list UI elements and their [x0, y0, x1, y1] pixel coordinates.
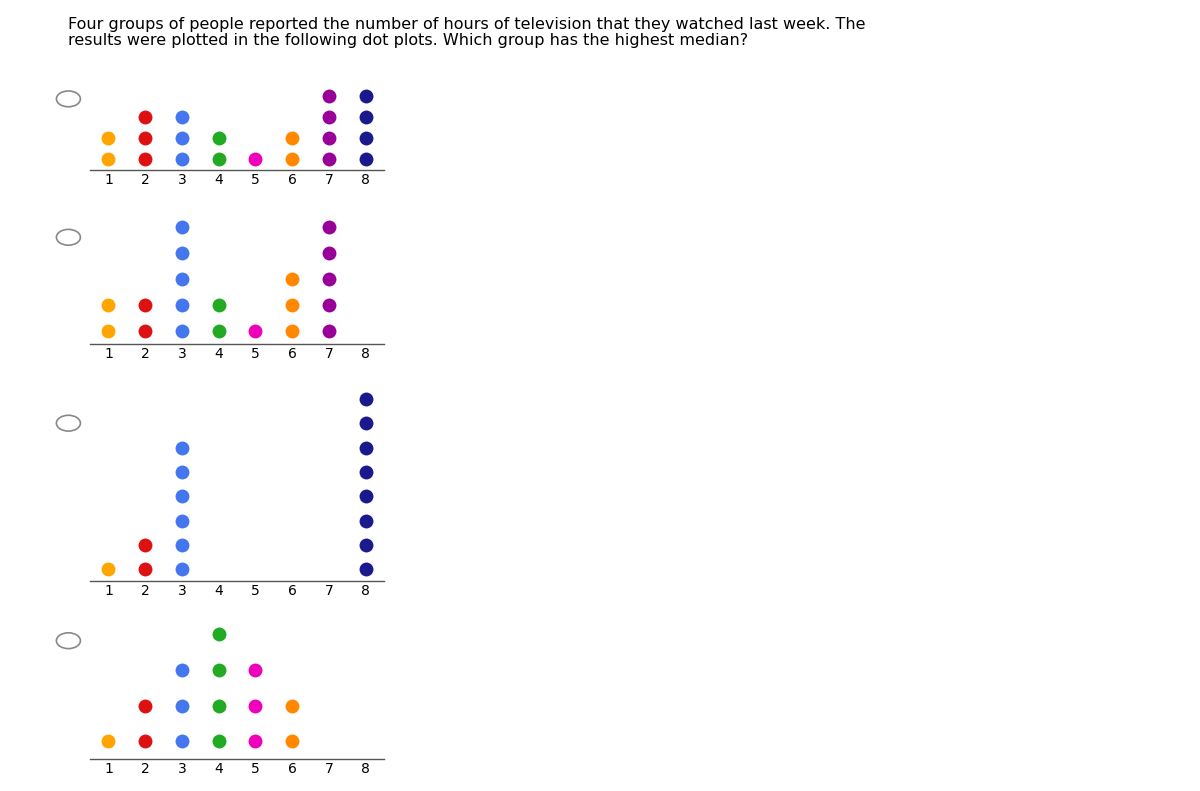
Point: [173, 220, 192, 233]
Point: [136, 324, 155, 337]
Point: [173, 111, 192, 123]
Point: [246, 699, 265, 712]
Point: [319, 298, 338, 311]
Point: [136, 153, 155, 166]
Point: [98, 563, 118, 576]
Point: [282, 298, 301, 311]
Point: [136, 699, 155, 712]
Point: [136, 132, 155, 145]
Point: [282, 272, 301, 285]
Point: [319, 111, 338, 123]
Point: [98, 298, 118, 311]
Point: [209, 324, 228, 337]
Point: [319, 153, 338, 166]
Point: [173, 563, 192, 576]
Point: [319, 89, 338, 102]
Point: [319, 324, 338, 337]
Point: [173, 699, 192, 712]
Point: [282, 153, 301, 166]
Point: [98, 735, 118, 747]
Point: [98, 324, 118, 337]
Point: [173, 539, 192, 551]
Point: [356, 441, 376, 454]
Point: [136, 298, 155, 311]
Point: [356, 132, 376, 145]
Point: [136, 111, 155, 123]
Point: [356, 514, 376, 527]
Point: [173, 298, 192, 311]
Point: [173, 153, 192, 166]
Point: [173, 466, 192, 479]
Point: [282, 699, 301, 712]
Point: [356, 89, 376, 102]
Point: [319, 246, 338, 259]
Text: results were plotted in the following dot plots. Which group has the highest med: results were plotted in the following do…: [68, 33, 749, 48]
Point: [209, 664, 228, 676]
Point: [209, 132, 228, 145]
Point: [136, 563, 155, 576]
Point: [356, 490, 376, 502]
Point: [136, 539, 155, 551]
Point: [136, 735, 155, 747]
Point: [246, 735, 265, 747]
Point: [173, 246, 192, 259]
Point: [356, 539, 376, 551]
Point: [282, 735, 301, 747]
Point: [173, 664, 192, 676]
Point: [356, 466, 376, 479]
Point: [173, 132, 192, 145]
Text: Four groups of people reported the number of hours of television that they watch: Four groups of people reported the numbe…: [68, 17, 866, 32]
Point: [173, 490, 192, 502]
Point: [246, 324, 265, 337]
Point: [209, 627, 228, 640]
Point: [246, 153, 265, 166]
Point: [282, 324, 301, 337]
Point: [282, 132, 301, 145]
Point: [209, 153, 228, 166]
Point: [173, 514, 192, 527]
Point: [356, 417, 376, 430]
Point: [209, 298, 228, 311]
Point: [356, 393, 376, 406]
Point: [246, 664, 265, 676]
Point: [209, 699, 228, 712]
Point: [173, 441, 192, 454]
Point: [209, 735, 228, 747]
Point: [98, 132, 118, 145]
Point: [356, 153, 376, 166]
Point: [356, 111, 376, 123]
Point: [173, 735, 192, 747]
Point: [98, 153, 118, 166]
Point: [319, 272, 338, 285]
Point: [319, 132, 338, 145]
Point: [319, 220, 338, 233]
Point: [173, 324, 192, 337]
Point: [173, 272, 192, 285]
Point: [356, 563, 376, 576]
